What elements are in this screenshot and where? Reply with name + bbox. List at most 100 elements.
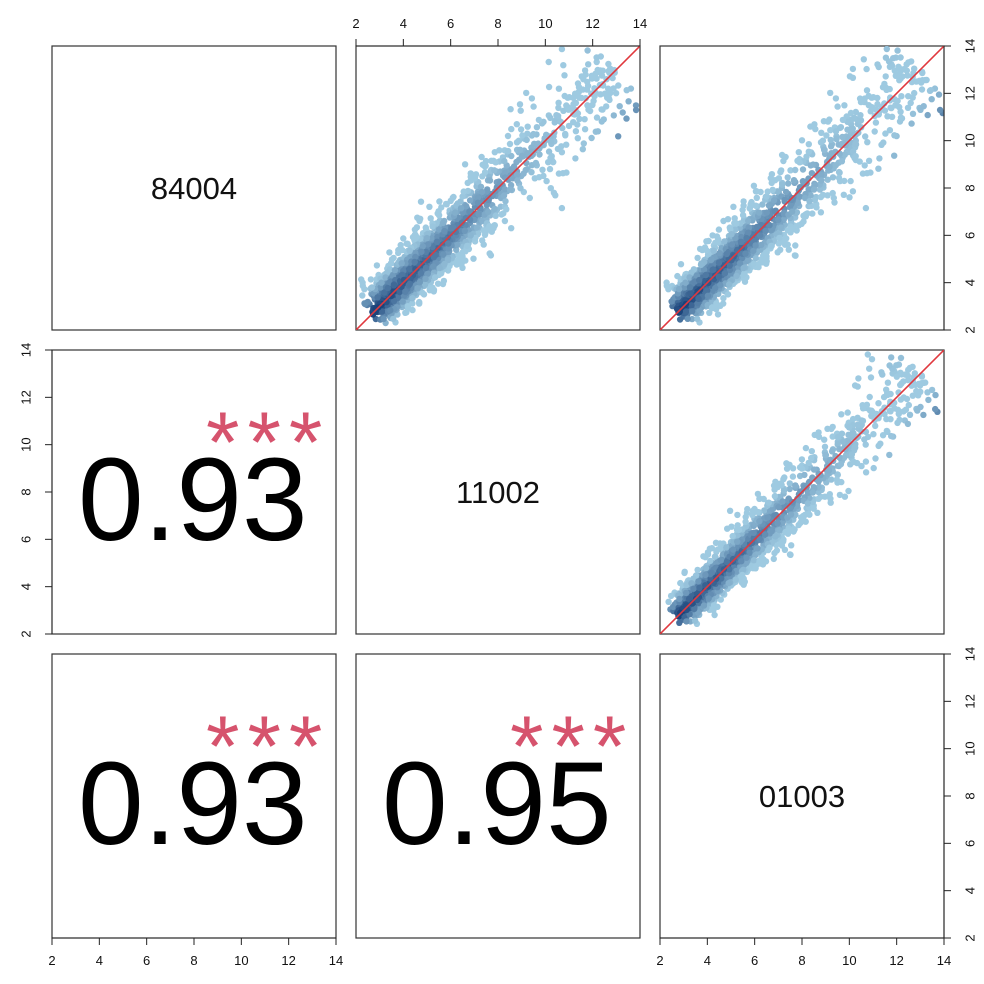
scatter-point [440, 277, 448, 285]
scatter-point [903, 67, 910, 74]
scatter-point [733, 272, 740, 280]
scatter-point [882, 73, 889, 80]
scatter-point [891, 132, 898, 139]
tick-label: 6 [19, 536, 34, 543]
scatter-point [487, 252, 495, 259]
scatter-point [594, 128, 602, 135]
scatter-point [769, 186, 776, 193]
scatter-point [482, 157, 490, 165]
scatter-point [788, 226, 796, 233]
scatter-point [555, 85, 563, 92]
scatter-point [859, 402, 866, 409]
scatter-point [792, 242, 799, 249]
scatter-point [750, 182, 758, 189]
scatter-point [431, 274, 439, 281]
tick-label: 2 [19, 630, 34, 637]
scatter-point [841, 177, 848, 185]
correlation-value: 0.93 [78, 434, 308, 566]
scatter-point [824, 176, 831, 183]
scatter-point [731, 215, 738, 222]
scatter-point [380, 315, 387, 322]
scatter-point [825, 467, 833, 474]
scatter-point [689, 600, 696, 607]
scatter-point [682, 589, 690, 597]
scatter-point [775, 216, 782, 224]
axes-layer: 2 4 6 8 10 12 142 4 6 8 10 12 14 2 4 6 8 10 12 142468101214… [19, 16, 978, 968]
scatter-point [828, 150, 835, 157]
scatter-point [483, 188, 491, 195]
scatter-point [788, 208, 796, 215]
scatter-point [753, 194, 760, 201]
scatter-point [709, 266, 716, 274]
scatter-point [781, 196, 788, 204]
scatter-point [827, 89, 834, 97]
scatter-point [436, 198, 443, 205]
tick-label: 10 [963, 741, 978, 755]
scatter-point [579, 146, 586, 153]
scatter-point [716, 540, 724, 547]
scatter-point [786, 461, 793, 468]
scatter-point [689, 308, 696, 315]
scatter-point [728, 231, 735, 238]
scatter-point [775, 240, 783, 247]
tick-label: 4 [963, 279, 978, 286]
scatter-point [545, 58, 552, 66]
scatter-point [920, 103, 927, 110]
scatter-point [780, 487, 788, 494]
scatter-point [616, 103, 623, 110]
scatter-point [744, 505, 751, 513]
scatter-point [834, 441, 841, 448]
scatter-point [768, 528, 775, 535]
scatter-point [886, 407, 894, 415]
scatter-point [632, 102, 640, 109]
scatter-point [745, 229, 752, 236]
scatter-point [594, 66, 601, 74]
scatter-point [458, 219, 466, 226]
scatter-point [429, 223, 436, 230]
scatter-point [576, 115, 583, 123]
scatter-point [510, 163, 518, 170]
panel-frame-r0c0 [51, 45, 337, 331]
scatter-point [745, 217, 752, 225]
scatter-point [919, 69, 926, 77]
scatter-point [776, 234, 783, 242]
scatter-point [756, 518, 763, 525]
scatter-point [506, 140, 514, 148]
scatter-point [729, 532, 736, 540]
tick-label: 12 [889, 953, 903, 968]
scatter-point [810, 505, 817, 512]
scatter-point [739, 206, 746, 214]
scatter-point [665, 598, 672, 605]
tick-label: 2 [656, 953, 663, 968]
scatter-point [771, 486, 778, 493]
scatter-point [768, 179, 775, 187]
scatter-point [491, 149, 498, 156]
scatter-point [834, 433, 841, 441]
scatter-point [472, 234, 479, 242]
scatter-point [702, 564, 710, 572]
scatter-point [683, 618, 690, 625]
scatter-point [508, 225, 515, 232]
scatter-point [882, 54, 890, 61]
scatter-point [585, 106, 592, 113]
scatter-point [797, 488, 805, 495]
scatter-point [892, 72, 899, 80]
scatter-point [850, 430, 857, 437]
correlation-value: 0.93 [78, 738, 308, 870]
scatter-point [794, 199, 802, 207]
scatter-point [913, 78, 920, 85]
scatter-point [690, 585, 697, 592]
scatter-point [784, 174, 791, 181]
scatter-point [932, 405, 939, 413]
scatter-point [439, 219, 447, 227]
scatter-point [473, 224, 480, 231]
scatter-point [593, 114, 601, 121]
scatter-point [909, 363, 916, 370]
scatter-point [694, 566, 701, 574]
scatter-point [928, 386, 936, 394]
scatter-point [786, 527, 793, 535]
scatter-point [752, 242, 759, 249]
scatter-point [372, 306, 379, 313]
scatter-point [502, 198, 509, 205]
significance-stars: *** [206, 395, 330, 491]
